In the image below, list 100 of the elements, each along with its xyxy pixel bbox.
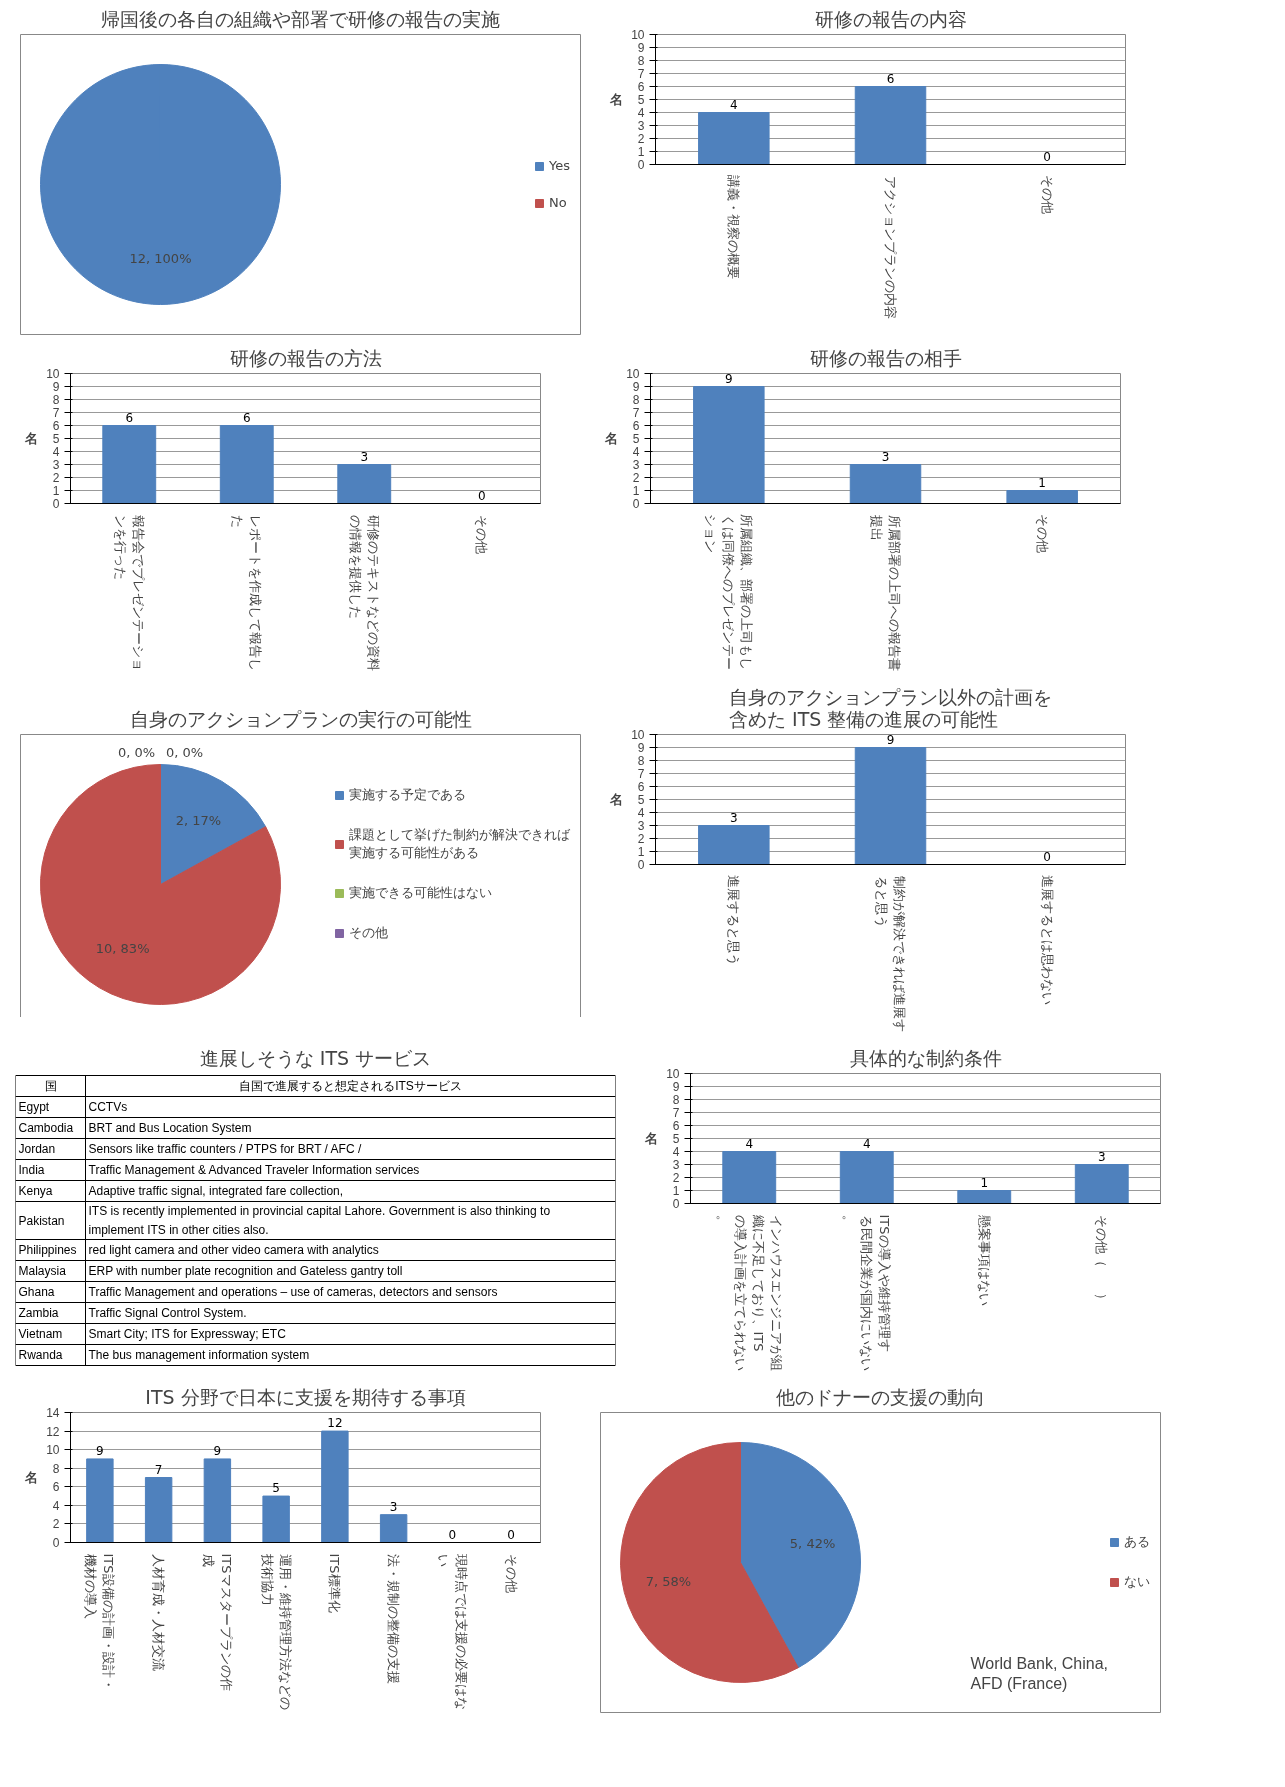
y-tick-label: 4 [632,445,640,459]
x-tick-label: レポートを作成して報告した [230,514,264,671]
y-tick-label: 12 [46,1424,60,1439]
x-tick-label: その他 [1039,175,1055,215]
text: 0, 0% [165,745,204,760]
y-tick-label: 8 [52,393,60,407]
y-tick-label: 5 [632,432,640,446]
text: India [18,1163,45,1177]
data-label: 6 [886,71,895,86]
bar [722,1151,777,1204]
data-label: 5, 42% [789,1536,836,1552]
x-tick-label: 講義・視察の概要 [726,175,742,280]
y-tick-label: 10 [666,1067,680,1081]
y-tick-label: 7 [637,767,645,781]
text: Smart City; ITS for Expressway; ETC [88,1327,287,1341]
data-label: 6 [242,410,251,425]
y-tick-label: 0 [637,858,645,872]
y-axis-title: 名 [609,792,624,807]
text: ITS is recently implemented in provincial capital Lahore. Government is also thinking to implement ITS in other cities also. [88,1204,551,1237]
x-tick-label: その他 [503,1553,519,1593]
chart-title: 研修の報告の内容 [814,7,967,30]
y-tick-label: 6 [632,419,640,433]
data-label: 3 [360,449,369,464]
y-tick-label: 6 [637,80,645,94]
legend-label: その他 [349,924,388,943]
data-label: 1 [1038,475,1046,490]
y-axis-title: 名 [609,92,624,107]
data-label: 7 [154,1462,163,1477]
text: Jordan [18,1142,56,1156]
text: 進展しそうな ITS サービス [199,1046,432,1069]
x-tick-label: その他（ ） [1094,1214,1110,1306]
y-tick-label: 8 [672,1093,680,1107]
bar [1074,1164,1129,1204]
bar [849,464,922,504]
data-label: 3 [881,449,890,464]
y-tick-label: 10 [631,728,645,742]
y-tick-label: 5 [52,432,60,446]
x-tick-label: 進展すると思う [726,875,742,967]
y-tick-label: 2 [637,132,645,146]
y-axis-title: 名 [24,1470,39,1485]
text: Kenya [18,1184,53,1198]
y-tick-label: 1 [632,484,640,498]
chart-title: 自身のアクションプラン以外の計画を含めた ITS 整備の進展の可能性 [729,685,1052,730]
text: Traffic Management & Advanced Traveler Information services [88,1163,420,1177]
text: Ghana [18,1285,55,1299]
data-label: 10, 83% [95,941,150,957]
y-tick-label: 8 [637,54,645,68]
bar [203,1458,232,1543]
y-tick-label: 7 [637,67,645,81]
data-label: 3 [730,810,738,825]
data-label: 5 [272,1481,280,1496]
legend-label: 実施できる可能性はない [349,884,492,903]
legend-label: 実施する予定である [349,786,466,805]
bar [321,1430,349,1543]
text: Vietnam [18,1327,63,1341]
text: World Bank, China, AFD (France) [970,1655,1109,1693]
y-tick-label: 0 [52,1536,60,1550]
x-tick-label: 所属組織、部署の上司もしくは同僚へのプレゼンテーション [703,514,755,671]
chart-title: 他のドナーの支援の動向 [776,1385,985,1408]
y-tick-label: 1 [637,845,645,859]
bar [1006,490,1078,504]
y-tick-label: 2 [632,471,640,485]
y-tick-label: 3 [52,458,60,472]
y-tick-label: 14 [46,1406,60,1420]
x-tick-label: 現時点では支援の必要はない [435,1553,469,1710]
y-tick-label: 3 [637,119,645,133]
x-tick-label: 制約が解決できれば進展すると思う [874,875,907,1032]
x-tick-label: その他 [474,514,490,554]
y-tick-label: 2 [52,1517,60,1532]
x-tick-label: 法・規制の整備の支援 [386,1553,402,1684]
data-label: 3 [389,1499,398,1514]
bar [693,386,765,504]
y-axis-title: 名 [24,431,39,446]
y-tick-label: 10 [631,28,645,42]
x-tick-label: 運用・維持管理方法などの技術協力 [259,1552,293,1710]
y-tick-label: 6 [52,419,60,433]
bar [957,1190,1012,1204]
text: Pakistan [18,1213,65,1228]
x-tick-label: 報告会でプレゼンテーションを行った [112,514,146,671]
y-tick-label: 2 [52,471,60,485]
x-tick-label: ITSの導入や維持管理する民間企業が国内にいない。 [841,1214,893,1371]
data-label: 0 [507,1527,515,1542]
x-tick-label: その他 [1034,514,1050,554]
data-label: 12, 100% [129,251,192,267]
legend-label: 課題として挙げた制約が解決できれば実施する可能性がある [349,826,570,863]
data-label: 4 [730,97,738,112]
y-tick-label: 4 [52,445,60,459]
y-tick-label: 8 [52,1461,60,1476]
x-tick-label: 研修のテキストなどの資料の情報を提供した [347,514,381,671]
data-label: 12 [327,1416,343,1431]
data-label: 0 [1043,849,1051,864]
y-tick-label: 7 [632,406,640,420]
y-tick-label: 10 [46,367,60,381]
chart-title: ITS 分野で日本に支援を期待する事項 [145,1385,466,1408]
data-label: 6 [125,410,134,425]
y-tick-label: 4 [672,1145,680,1159]
text: Rwanda [18,1348,63,1362]
x-tick-label: 懸案事項はない [976,1213,992,1306]
data-label: 0 [448,1527,457,1542]
chart-title: 研修の報告の方法 [229,346,382,369]
